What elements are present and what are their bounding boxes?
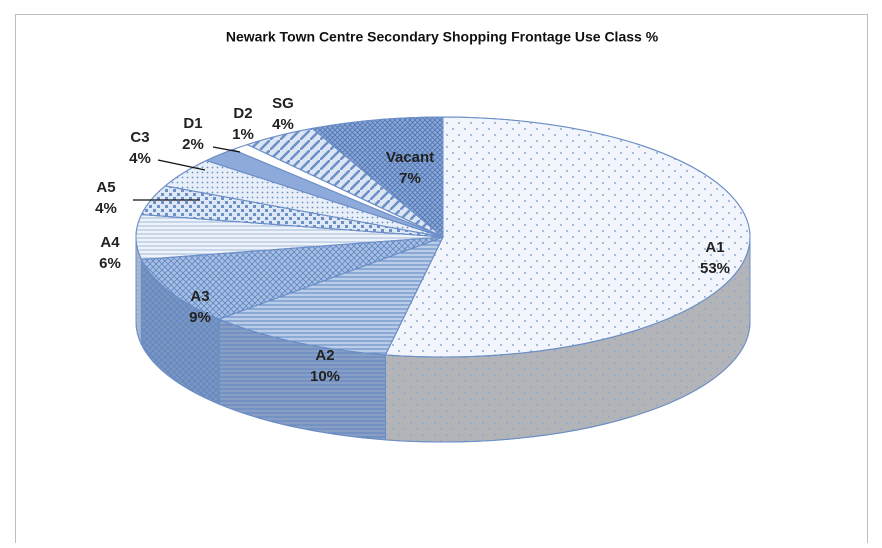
leader-line — [157, 159, 206, 171]
data-label-name: C3 — [130, 129, 149, 146]
data-label-name: Vacant — [386, 149, 434, 166]
data-label-value: 4% — [95, 200, 117, 217]
slice-texture — [311, 116, 444, 239]
data-label-value: 6% — [99, 255, 121, 272]
data-label-name: D2 — [233, 105, 252, 122]
data-label-name: A1 — [705, 239, 724, 256]
data-label-name: D1 — [183, 115, 202, 132]
data-label-name: A3 — [190, 288, 209, 305]
slice-texture — [217, 236, 444, 356]
data-label-value: 1% — [232, 126, 254, 143]
leader-line — [212, 146, 241, 153]
data-labels: A1 53% A2 10% A3 9% A4 6% A5 4% C3 4% D1 2% D2 1% SG 4% Va… — [95, 95, 730, 385]
data-label-name: A5 — [96, 179, 115, 196]
data-label-value: 7% — [399, 170, 421, 187]
slice-texture — [384, 116, 751, 358]
data-label-value: 2% — [182, 136, 204, 153]
pie-tops — [135, 116, 751, 358]
pie-sides — [135, 236, 751, 443]
data-label-value: 53% — [700, 260, 730, 277]
data-label-value: 10% — [310, 368, 340, 385]
chart-title: Newark Town Centre Secondary Shopping Fr… — [226, 29, 659, 45]
data-label-name: SG — [272, 95, 294, 112]
data-label-name: A2 — [315, 347, 334, 364]
data-label-name: A4 — [100, 234, 120, 251]
slice-texture — [140, 236, 444, 320]
data-label-value: 4% — [129, 150, 151, 167]
data-label-value: 4% — [272, 116, 294, 133]
data-label-value: 9% — [189, 309, 211, 326]
